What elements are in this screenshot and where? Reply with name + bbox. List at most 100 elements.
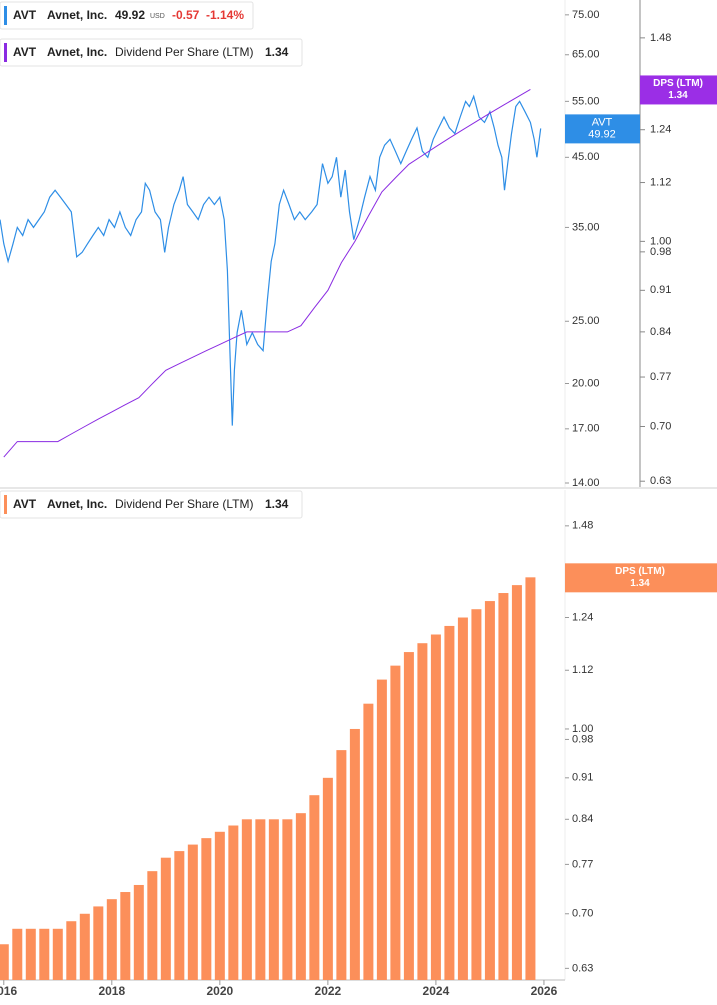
legend-text: Dividend Per Share (LTM)	[115, 497, 254, 511]
bar	[390, 665, 401, 980]
y2-tick-label: 0.70	[650, 420, 671, 432]
y-tick-label: 35.00	[572, 221, 600, 233]
price-tag	[565, 114, 640, 144]
y-tick-label: 0.98	[572, 733, 593, 745]
bar	[147, 871, 158, 980]
bar	[295, 813, 306, 980]
legend-text: AVT	[13, 497, 37, 511]
bar	[25, 928, 36, 980]
legend-text: 1.34	[265, 45, 289, 59]
bar	[66, 921, 77, 980]
price-tag-value: 49.92	[588, 128, 616, 140]
legend-text: 49.92	[115, 8, 145, 22]
bar	[228, 825, 239, 980]
bar	[39, 928, 50, 980]
bar	[403, 652, 414, 980]
bar	[471, 609, 482, 980]
legend-text: Dividend Per Share (LTM)	[115, 45, 254, 59]
y-tick-label: 0.91	[572, 772, 593, 784]
legend-text: USD	[150, 13, 165, 20]
bar	[52, 928, 63, 980]
bar	[417, 643, 428, 980]
y-tick-label: 45.00	[572, 151, 600, 163]
x-tick-label: 2022	[315, 984, 342, 998]
bar	[120, 892, 131, 980]
y2-tick-label: 0.98	[650, 246, 671, 258]
legend-marker	[4, 495, 7, 514]
legend-text: Avnet, Inc.	[47, 45, 107, 59]
y2-tick-label: 0.84	[650, 326, 671, 338]
bar	[336, 750, 347, 980]
x-tick-label: 2024	[423, 984, 450, 998]
y-tick-label: 1.24	[572, 611, 593, 623]
y-tick-label: 0.77	[572, 858, 593, 870]
bar	[363, 703, 374, 980]
bar	[268, 819, 279, 980]
legend-text: AVT	[13, 8, 37, 22]
y2-tick-label: 0.63	[650, 475, 671, 487]
series-line	[3, 88, 531, 458]
legend-marker	[4, 6, 7, 25]
x-tick-label: 2020	[206, 984, 233, 998]
legend-text: Avnet, Inc.	[47, 497, 107, 511]
legend-marker	[4, 43, 7, 62]
dps-tag-label: DPS (LTM)	[653, 78, 703, 89]
dps-tag	[640, 75, 717, 105]
bar	[133, 884, 144, 980]
bar	[349, 728, 360, 980]
bar	[457, 617, 468, 980]
bar	[201, 838, 212, 980]
y-tick-label: 0.63	[572, 962, 593, 974]
bar	[106, 899, 117, 980]
y2-tick-label: 0.91	[650, 284, 671, 296]
series-line	[0, 94, 542, 426]
bar	[309, 795, 320, 980]
y2-tick-label: 1.12	[650, 176, 671, 188]
y-tick-label: 14.00	[572, 477, 600, 489]
legend-box	[0, 38, 303, 67]
legend-box	[0, 1, 254, 30]
bar	[0, 944, 9, 980]
bar	[498, 593, 509, 980]
bar	[214, 831, 225, 980]
y2-tick-label: 0.77	[650, 371, 671, 383]
legend-text: -0.57	[172, 8, 200, 22]
y-tick-label: 25.00	[572, 315, 600, 327]
dps-tag-label: DPS (LTM)	[615, 566, 665, 577]
legend-text: 1.34	[265, 497, 289, 511]
y-tick-label: 1.00	[572, 723, 593, 735]
x-tick-label: 2016	[0, 984, 17, 998]
dps-tag-value: 1.34	[668, 90, 688, 101]
legend-text: AVT	[13, 45, 37, 59]
bar	[79, 913, 90, 980]
y2-tick-label: 1.24	[650, 124, 671, 136]
bar	[322, 777, 333, 980]
y-tick-label: 1.12	[572, 664, 593, 676]
x-tick-label: 2026	[531, 984, 558, 998]
y-tick-label: 75.00	[572, 9, 600, 21]
legend-text: -1.14%	[206, 8, 244, 22]
x-tick-label: 2018	[98, 984, 125, 998]
dps-tag-value: 1.34	[630, 578, 650, 589]
bar	[511, 585, 522, 980]
bar	[282, 819, 293, 980]
y-tick-label: 55.00	[572, 95, 600, 107]
y-tick-label: 20.00	[572, 377, 600, 389]
bar	[376, 679, 387, 980]
legend-box	[0, 490, 303, 519]
y-tick-label: 1.48	[572, 520, 593, 532]
bar	[12, 928, 23, 980]
bar	[241, 819, 252, 980]
bar	[255, 819, 266, 980]
bar	[93, 906, 104, 980]
bar	[160, 857, 171, 980]
bar	[430, 634, 441, 980]
y-tick-label: 65.00	[572, 49, 600, 61]
bar	[187, 844, 198, 980]
bar	[174, 851, 185, 980]
y2-tick-label: 1.00	[650, 235, 671, 247]
legend-text: Avnet, Inc.	[47, 8, 107, 22]
dps-tag	[565, 563, 717, 593]
y-tick-label: 17.00	[572, 423, 600, 435]
